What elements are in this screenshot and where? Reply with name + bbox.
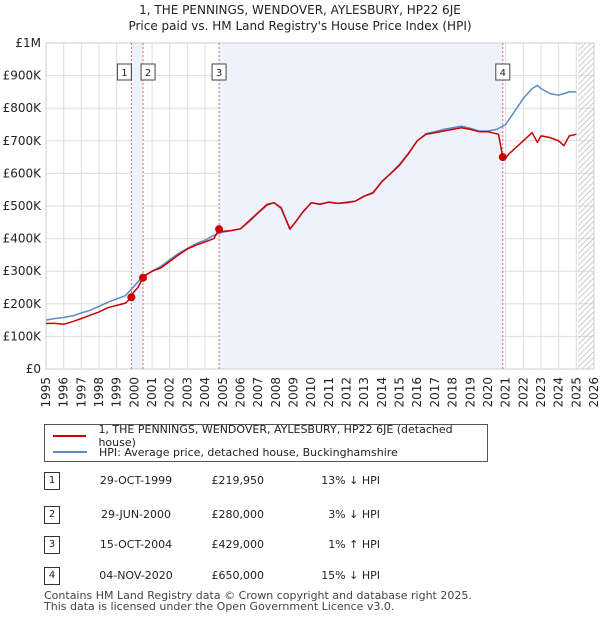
y-tick-label: £1M <box>15 36 41 50</box>
sale-label-number: 2 <box>145 68 151 79</box>
x-tick-label: 2022 <box>516 377 530 408</box>
x-tick-label: 2017 <box>428 377 442 408</box>
table-row: 4 04-NOV-2020 £650,000 15% ↓ HPI <box>44 567 464 585</box>
sale-label-box <box>116 63 132 81</box>
sale-date: 29-JUN-2000 <box>100 508 172 521</box>
sale-point <box>498 153 507 162</box>
sale-hpi-diff: 1% ↑ HPI <box>328 538 380 551</box>
sale-price: £650,000 <box>211 569 265 582</box>
sale-point <box>215 225 224 234</box>
sale-label-box <box>211 63 227 81</box>
sale-label-number: 1 <box>121 68 127 79</box>
x-tick-label: 2026 <box>587 377 600 408</box>
table-row: 3 15-OCT-2004 £429,000 1% ↑ HPI <box>44 536 464 554</box>
sale-point <box>127 293 136 302</box>
sale-period-band <box>131 43 144 369</box>
x-tick-label: 2018 <box>446 377 460 408</box>
x-tick-label: 1997 <box>74 377 88 408</box>
x-tick-label: 2024 <box>552 377 566 408</box>
x-tick-label: 2002 <box>163 377 177 408</box>
sale-date: 15-OCT-2004 <box>99 538 173 551</box>
y-tick-label: £700K <box>3 134 43 148</box>
y-tick-label: £400K <box>3 232 43 246</box>
x-tick-label: 2015 <box>393 377 407 408</box>
footer-line-2: This data is licensed under the Open Gov… <box>44 600 395 613</box>
x-tick-label: 2005 <box>216 377 230 408</box>
chart-title: 1, THE PENNINGS, WENDOVER, AYLESBURY, HP… <box>139 3 461 17</box>
y-tick-label: £500K <box>3 199 43 213</box>
sale-hpi-diff: 15% ↓ HPI <box>321 569 380 582</box>
x-tick-label: 2020 <box>481 377 495 408</box>
y-tick-label: £900K <box>3 69 43 83</box>
plot-border <box>45 42 595 370</box>
y-tick-label: £800K <box>3 101 43 115</box>
table-row: 1 29-OCT-1999 £219,950 13% ↓ HPI <box>44 472 464 490</box>
y-tick-label: £600K <box>3 166 43 180</box>
x-tick-label: 2011 <box>322 377 336 408</box>
x-tick-label: 2021 <box>499 377 513 408</box>
x-tick-label: 2025 <box>569 377 583 408</box>
sale-label-number: 3 <box>216 68 222 79</box>
legend-swatch-property <box>53 435 87 437</box>
x-tick-label: 2007 <box>251 377 265 408</box>
footer-attribution: Contains HM Land Registry data © Crown c… <box>44 590 472 612</box>
x-tick-label: 2003 <box>180 377 194 408</box>
chart-subtitle: Price paid vs. HM Land Registry's House … <box>128 19 471 33</box>
sale-hpi-diff: 13% ↓ HPI <box>321 474 380 487</box>
sale-period-band <box>219 43 503 369</box>
y-tick-label: £100K <box>3 329 43 343</box>
sale-label-box <box>495 63 511 81</box>
future-hatch <box>578 43 594 369</box>
legend-label-hpi: HPI: Average price, detached house, Buck… <box>99 445 398 459</box>
sale-number-badge: 2 <box>44 506 60 524</box>
chart-legend: 1, THE PENNINGS, WENDOVER, AYLESBURY, HP… <box>44 423 488 462</box>
x-tick-label: 2023 <box>534 377 548 408</box>
x-tick-label: 2014 <box>375 377 389 408</box>
x-tick-label: 1998 <box>92 377 106 408</box>
x-tick-label: 2004 <box>198 377 212 408</box>
sale-label-number: 4 <box>500 68 506 79</box>
x-tick-label: 1995 <box>39 377 53 408</box>
x-tick-label: 2010 <box>304 377 318 408</box>
footer-line-1: Contains HM Land Registry data © Crown c… <box>44 589 472 602</box>
table-row: 2 29-JUN-2000 £280,000 3% ↓ HPI <box>44 506 464 524</box>
x-tick-label: 2001 <box>145 377 159 408</box>
x-tick-label: 2012 <box>340 377 354 408</box>
sale-date: 04-NOV-2020 <box>99 569 173 582</box>
sale-point <box>139 273 148 282</box>
sale-hpi-diff: 3% ↓ HPI <box>328 508 380 521</box>
sale-price: £429,000 <box>211 538 265 551</box>
y-tick-label: £0 <box>26 362 41 376</box>
sale-number-badge: 4 <box>44 567 60 585</box>
x-tick-label: 1996 <box>57 377 71 408</box>
x-tick-label: 2019 <box>463 377 477 408</box>
y-tick-label: £200K <box>3 297 43 311</box>
x-tick-label: 2006 <box>233 377 247 408</box>
x-tick-label: 1999 <box>110 377 124 408</box>
x-tick-label: 2013 <box>357 377 371 408</box>
sale-price: £280,000 <box>211 508 265 521</box>
sale-date: 29-OCT-1999 <box>99 474 173 487</box>
x-tick-label: 2009 <box>286 377 300 408</box>
y-tick-label: £300K <box>3 264 43 278</box>
legend-swatch-hpi <box>53 451 87 453</box>
legend-item-property: 1, THE PENNINGS, WENDOVER, AYLESBURY, HP… <box>53 423 487 449</box>
price-chart: 1, THE PENNINGS, WENDOVER, AYLESBURY, HP… <box>3 3 600 408</box>
sale-number-badge: 1 <box>44 472 60 490</box>
x-tick-label: 2000 <box>127 377 141 408</box>
sale-label-box <box>140 63 156 81</box>
sale-number-badge: 3 <box>44 536 60 554</box>
x-tick-label: 2016 <box>410 377 424 408</box>
sale-price: £219,950 <box>211 474 265 487</box>
x-tick-label: 2008 <box>269 377 283 408</box>
legend-label-property: 1, THE PENNINGS, WENDOVER, AYLESBURY, HP… <box>98 423 453 449</box>
legend-item-hpi: HPI: Average price, detached house, Buck… <box>53 444 398 460</box>
